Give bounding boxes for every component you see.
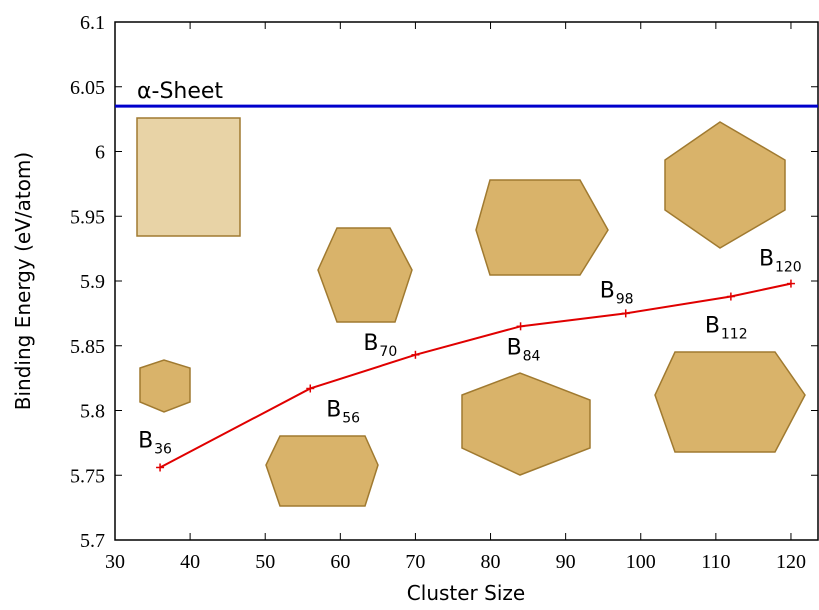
y-axis-label: Binding Energy (eV/atom) [11, 152, 35, 410]
cluster-image [665, 122, 785, 248]
y-tick-label: 6.05 [70, 77, 105, 99]
cluster-images [137, 118, 805, 506]
x-tick-label: 90 [556, 551, 576, 573]
reference-label: α-Sheet [137, 79, 223, 104]
x-tick-label: 80 [481, 551, 501, 573]
sheet-image [137, 118, 240, 236]
x-tick-label: 30 [105, 551, 125, 573]
cluster-image [655, 352, 805, 452]
data-point [787, 280, 795, 288]
x-axis-label: Cluster Size [407, 581, 525, 605]
cluster-image [266, 436, 378, 506]
y-tick-label: 5.8 [80, 401, 105, 423]
point-label-sub: 84 [523, 348, 541, 364]
cluster-image [476, 180, 608, 275]
data-point [727, 293, 735, 301]
x-tick-label: 50 [255, 551, 275, 573]
y-tick-label: 6.1 [80, 12, 105, 34]
y-tick-label: 5.7 [80, 530, 105, 552]
point-label: B [600, 278, 615, 303]
data-point [622, 309, 630, 317]
point-label: B [759, 247, 774, 272]
data-point [411, 351, 419, 359]
point-label: B [507, 335, 522, 360]
point-label-sub: 112 [721, 327, 748, 343]
chart: Cluster Size Binding Energy (eV/atom) 5.… [0, 0, 819, 610]
y-tick-label: 6 [95, 142, 105, 164]
point-label-sub: 120 [775, 260, 802, 276]
y-tick-label: 5.75 [70, 465, 105, 487]
data-point [517, 322, 525, 330]
point-label-sub: 56 [342, 410, 360, 426]
cluster-image [462, 373, 590, 475]
y-tick-label: 5.9 [80, 271, 105, 293]
point-label: B [705, 314, 720, 339]
x-tick-label: 120 [776, 551, 806, 573]
point-label: B [363, 331, 378, 356]
y-tick-label: 5.95 [70, 206, 105, 228]
x-tick-label: 100 [626, 551, 656, 573]
x-tick-label: 60 [330, 551, 350, 573]
y-tick-label: 5.85 [70, 336, 105, 358]
point-label: B [138, 428, 153, 453]
cluster-image [318, 228, 412, 322]
cluster-image [140, 360, 190, 412]
point-label-sub: 98 [616, 291, 634, 307]
x-tick-label: 70 [405, 551, 425, 573]
x-tick-label: 40 [180, 551, 200, 573]
data-point [156, 463, 164, 471]
point-label: B [326, 397, 341, 422]
point-label-sub: 36 [154, 441, 172, 457]
data-point [306, 384, 314, 392]
point-label-sub: 70 [379, 344, 397, 360]
x-tick-label: 110 [701, 551, 730, 573]
